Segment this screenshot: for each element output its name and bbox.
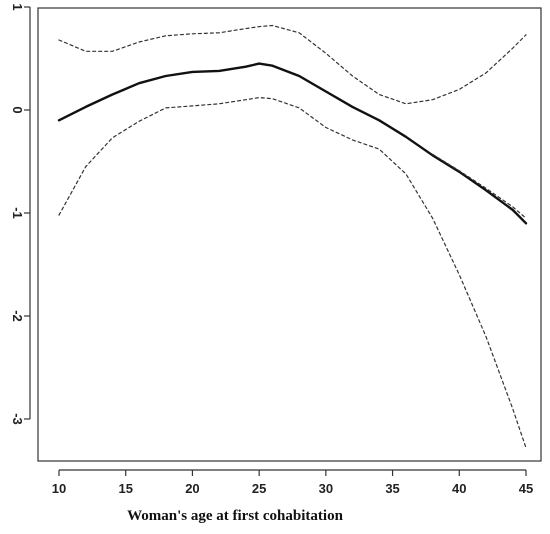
y-tick-label: 0	[10, 106, 25, 113]
y-axis: 1 0 -1 -2 -3	[10, 3, 31, 425]
confidence-band-line-2	[58, 97, 527, 449]
x-tick-label: 15	[118, 481, 132, 496]
y-tick-label: -1	[10, 207, 25, 219]
plot-frame	[37, 7, 542, 462]
x-axis: 10 15 20 25 30 35 40 45	[52, 469, 533, 496]
x-tick-label: 20	[185, 481, 199, 496]
x-tick-label: 45	[519, 481, 533, 496]
x-tick-label: 35	[385, 481, 399, 496]
x-tick-label: 40	[452, 481, 466, 496]
series-layer	[57, 24, 528, 449]
x-tick-label: 30	[319, 481, 333, 496]
confidence-band-line-3	[432, 153, 527, 219]
confidence-band-line-1	[58, 24, 527, 105]
y-tick-label: 1	[10, 3, 25, 10]
y-tick-label: -2	[10, 310, 25, 322]
smooth-fit-line	[57, 62, 528, 225]
x-axis-label: Woman's age at first cohabitation	[127, 508, 343, 524]
x-tick-label: 25	[252, 481, 266, 496]
y-tick-label: -3	[10, 413, 25, 425]
x-tick-label: 10	[52, 481, 66, 496]
